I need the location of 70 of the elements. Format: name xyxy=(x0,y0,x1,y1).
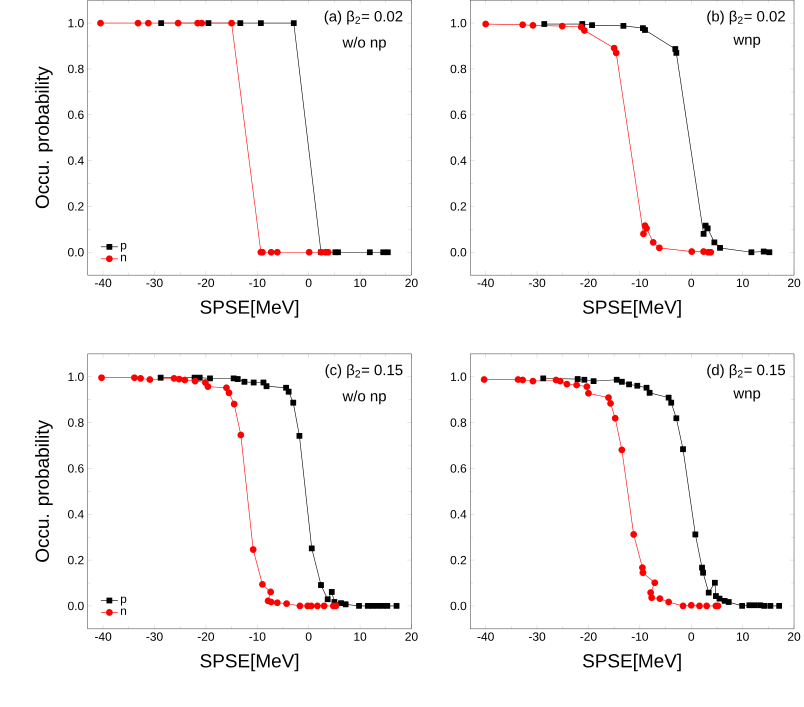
x-tick-label: 20 xyxy=(788,632,800,642)
x-tick-label: -20 xyxy=(580,632,597,642)
x-tick-label: 0 xyxy=(688,632,694,642)
y-tick-label: 0.6 xyxy=(450,110,466,120)
x-tick-label: -30 xyxy=(146,632,163,642)
x-tick-label: 10 xyxy=(736,632,749,642)
y-tick-label: 0.8 xyxy=(450,64,466,74)
x-tick-label: -20 xyxy=(580,278,597,288)
y-tick-label: 1.0 xyxy=(451,19,466,28)
x-tick-label: -10 xyxy=(249,632,266,642)
x-tick-label: 10 xyxy=(354,632,366,642)
x-tick-label: -20 xyxy=(198,278,214,288)
x-tick-label: -30 xyxy=(528,278,546,288)
x-tick-label: -30 xyxy=(146,278,163,288)
annotation: wnp xyxy=(733,390,760,402)
x-tick-label: 0 xyxy=(688,278,694,288)
y-tick-label: 0.6 xyxy=(450,464,466,473)
y-tick-label: 0.8 xyxy=(68,64,84,74)
x-tick-label: 0 xyxy=(306,278,312,288)
y-tick-label: 0.0 xyxy=(68,602,84,610)
annotation: w/o np xyxy=(342,390,386,405)
annotation: (c) β$_{2}$= 0.15 xyxy=(326,364,402,378)
x-tick-label: 20 xyxy=(788,278,800,288)
x-tick-label: 10 xyxy=(736,278,749,288)
x-tick-label: -40 xyxy=(478,278,494,288)
y-tick-label: 0.4 xyxy=(450,510,466,519)
x-axis-title: SPSE[MeV] xyxy=(583,300,681,318)
y-tick-label: 0.4 xyxy=(68,510,84,519)
y-tick-label: 0.2 xyxy=(450,556,466,565)
y-tick-label: 0.6 xyxy=(68,464,84,473)
x-tick-label: -10 xyxy=(632,632,648,642)
x-axis-title: SPSE[MeV] xyxy=(583,654,681,672)
x-tick-label: -40 xyxy=(478,632,494,642)
annotation: wnp xyxy=(733,36,760,48)
y-tick-label: 0.6 xyxy=(68,110,84,120)
legend-label: n xyxy=(120,255,126,262)
x-axis-title: SPSE[MeV] xyxy=(200,300,298,318)
x-tick-label: -40 xyxy=(94,632,112,642)
annotation: (d) β$_{2}$= 0.15 xyxy=(707,364,786,378)
legend-label: p xyxy=(120,243,126,252)
x-axis-title: SPSE[MeV] xyxy=(200,654,298,672)
x-tick-label: -10 xyxy=(249,278,266,288)
y-tick-label: 0.0 xyxy=(68,248,84,257)
legend-label: p xyxy=(120,596,126,606)
y-tick-label: 0.4 xyxy=(450,156,466,166)
x-tick-label: 0 xyxy=(306,632,312,642)
x-tick-label: 10 xyxy=(354,278,366,288)
y-tick-label: 0.0 xyxy=(450,602,466,610)
y-tick-label: 0.2 xyxy=(68,556,84,565)
x-tick-label: -40 xyxy=(94,278,112,288)
annotation: (a) β$_{2}$= 0.02 xyxy=(324,10,402,25)
annotation: w/o np xyxy=(342,36,386,51)
y-tick-label: 0.2 xyxy=(450,202,466,211)
y-tick-label: 0.4 xyxy=(68,156,84,166)
y-tick-label: 0.2 xyxy=(68,202,84,211)
y-tick-label: 1.0 xyxy=(68,372,84,382)
annotation: (b) β$_{2}$= 0.02 xyxy=(707,10,785,25)
y-axis-title: Occu. probability xyxy=(35,420,53,562)
x-tick-label: 20 xyxy=(405,632,418,642)
y-tick-label: 1.0 xyxy=(68,19,84,28)
x-tick-label: 20 xyxy=(405,278,418,288)
y-tick-label: 0.8 xyxy=(68,418,84,428)
x-tick-label: -10 xyxy=(632,278,648,288)
y-axis-title: Occu. probability xyxy=(35,66,53,208)
y-tick-label: 0.0 xyxy=(450,248,466,257)
x-tick-label: -30 xyxy=(528,632,546,642)
y-tick-label: 1.0 xyxy=(451,372,466,382)
y-tick-label: 0.8 xyxy=(450,418,466,428)
x-tick-label: -20 xyxy=(198,632,214,642)
legend-label: n xyxy=(120,608,126,616)
